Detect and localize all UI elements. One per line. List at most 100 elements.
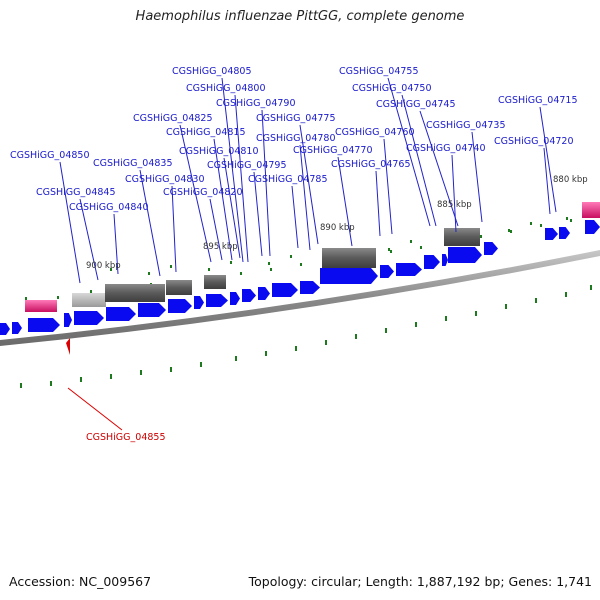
repeat-feature [444, 228, 480, 246]
tick-mark [90, 290, 92, 293]
tick-mark [508, 229, 510, 232]
tick-mark [25, 297, 27, 300]
leader-line [113, 213, 119, 275]
gene-label: CGSHiGG_04835 [93, 158, 173, 169]
gene-label: CGSHiGG_04785 [248, 174, 328, 185]
gene-arrow [206, 294, 228, 307]
tick-mark [300, 263, 302, 266]
leader-line [291, 185, 299, 249]
tick-mark [475, 311, 477, 316]
genome-backbone [0, 250, 600, 346]
tick-mark [540, 224, 542, 227]
leader-line [59, 161, 81, 284]
gene-label: CGSHiGG_04845 [36, 187, 116, 198]
tick-mark [110, 268, 112, 271]
gene-arrow [272, 283, 298, 297]
gene-label: CGSHiGG_04735 [426, 120, 506, 131]
tick-mark [270, 268, 272, 271]
tick-mark [385, 328, 387, 333]
gene-arrow [424, 255, 440, 269]
tick-mark [530, 222, 532, 225]
tick-mark [295, 346, 297, 351]
gene-arrow [442, 254, 448, 266]
tick-mark [415, 322, 417, 327]
highlight-leader [67, 387, 123, 431]
tick-mark [230, 261, 232, 264]
gene-label: CGSHiGG_04800 [186, 83, 266, 94]
gene-arrow [0, 323, 10, 335]
tick-mark [50, 381, 52, 386]
leader-line [221, 77, 244, 263]
leader-line [299, 144, 311, 251]
tick-mark [445, 316, 447, 321]
leader-line [401, 94, 437, 227]
leader-line [471, 131, 483, 223]
gene-arrow [320, 268, 378, 284]
gene-arrow [64, 313, 72, 327]
tick-mark [420, 246, 422, 249]
tick-mark [80, 377, 82, 382]
tick-mark [235, 356, 237, 361]
leader-line [253, 171, 263, 257]
gene-arrow [545, 228, 558, 240]
leader-line [539, 106, 557, 213]
accession-text: Accession: NC_009567 [9, 574, 152, 589]
tick-mark [57, 296, 59, 299]
gene-label: CGSHiGG_04850 [10, 150, 90, 161]
leader-line [337, 156, 353, 247]
rna-feature [582, 202, 600, 218]
gene-arrow [12, 322, 22, 334]
gene-label: CGSHiGG_04755 [339, 66, 419, 77]
tick-mark [268, 262, 270, 265]
gene-label: CGSHiGG_04805 [172, 66, 252, 77]
gene-label: CGSHiGG_04775 [256, 113, 336, 124]
gene-arrow [106, 307, 136, 321]
leader-line [383, 138, 393, 235]
gene-label: CGSHiGG_04795 [207, 160, 287, 171]
scale-labels: 880 kbp 885 kbp 890 kbp 895 kbp 900 kbp [86, 175, 588, 271]
tick-mark [140, 370, 142, 375]
tick-mark [390, 250, 392, 253]
leader-line [419, 110, 459, 227]
gene-label: CGSHiGG_04740 [406, 143, 486, 154]
tick-mark [590, 285, 592, 290]
tick-mark [505, 304, 507, 309]
gene-arrow [484, 242, 498, 255]
tick-mark [570, 219, 572, 222]
gene-arrow [168, 299, 192, 313]
gene-arrow [448, 247, 482, 263]
gene-arrow [585, 220, 600, 234]
highlight-marker [66, 338, 70, 355]
tick-mark [265, 351, 267, 356]
leader-line [179, 124, 212, 263]
scale-label: 880 kbp [553, 175, 588, 185]
leader-line [213, 138, 233, 261]
leader-line [79, 198, 99, 281]
feature-track [0, 202, 600, 335]
tick-mark [355, 334, 357, 339]
scale-label: 900 kbp [86, 261, 121, 271]
gene-label: CGSHiGG_04790 [216, 98, 296, 109]
gene-label: CGSHiGG_04715 [498, 95, 578, 106]
tick-mark [170, 367, 172, 372]
scale-label: 890 kbp [320, 223, 355, 233]
leader-line [139, 169, 161, 277]
genome-summary-text: Topology: circular; Length: 1,887,192 bp… [248, 574, 592, 589]
repeat-feature [166, 280, 192, 295]
rna-feature [25, 300, 57, 312]
leader-line [387, 77, 431, 227]
pseudo-feature [72, 293, 106, 307]
gene-label: CGSHiGG_04820 [163, 187, 243, 198]
leader-line [543, 147, 551, 215]
gene-label: CGSHiGG_04825 [133, 113, 213, 124]
leader-line [171, 185, 177, 273]
tick-mark [148, 272, 150, 275]
gene-arrow [138, 303, 166, 317]
gene-label: CGSHiGG_04810 [179, 146, 259, 157]
tick-mark [170, 265, 172, 268]
gene-arrow [242, 289, 256, 302]
gene-arrow [559, 227, 570, 239]
leader-line [261, 109, 271, 257]
gene-label: CGSHiGG_04815 [166, 127, 246, 138]
